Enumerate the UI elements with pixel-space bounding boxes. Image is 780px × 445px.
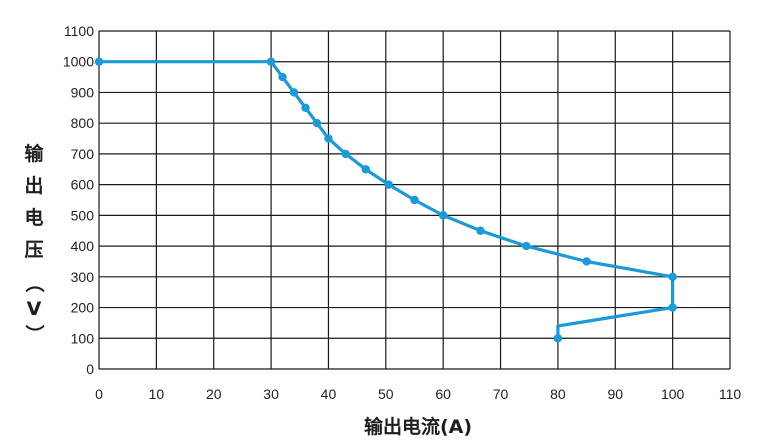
- y-axis-label-char: （: [23, 273, 46, 292]
- x-axis-ticks: 0 10 20 30 40 50 60 70 80 90 100 110: [95, 386, 741, 402]
- y-tick-label: 300: [71, 269, 95, 285]
- data-point: [410, 195, 419, 205]
- data-point: [553, 334, 563, 343]
- y-tick-label: 200: [71, 300, 95, 316]
- x-tick-label: 30: [263, 386, 279, 402]
- data-point: [384, 180, 393, 189]
- data-point: [668, 272, 677, 282]
- data-point: [324, 134, 333, 143]
- y-tick-label: 900: [71, 84, 95, 100]
- y-axis-label-char: ）: [23, 324, 46, 343]
- data-point: [476, 226, 485, 235]
- y-axis-label-char: 压: [24, 239, 43, 261]
- y-axis-label-char: V: [27, 298, 42, 320]
- y-tick-label: 800: [71, 115, 95, 131]
- data-point: [94, 57, 104, 66]
- x-axis-label: 输出电流(A): [364, 415, 472, 438]
- data-point: [438, 211, 448, 220]
- x-tick-label: 100: [661, 386, 685, 402]
- x-tick-label: 90: [607, 386, 623, 402]
- y-tick-label: 600: [71, 177, 95, 193]
- y-axis-label-char: 电: [24, 206, 43, 229]
- y-tick-label: 100: [71, 330, 95, 346]
- data-point: [522, 241, 531, 251]
- x-tick-label: 70: [493, 386, 509, 402]
- x-tick-label: 20: [206, 386, 222, 402]
- data-point: [361, 165, 370, 174]
- y-tick-label: 700: [71, 146, 95, 162]
- x-tick-label: 50: [378, 386, 394, 402]
- x-tick-label: 80: [550, 386, 566, 402]
- data-point: [668, 303, 677, 312]
- x-tick-label: 40: [321, 386, 337, 402]
- data-point: [312, 118, 322, 128]
- y-tick-label: 500: [71, 207, 95, 223]
- y-tick-label: 0: [86, 361, 94, 377]
- x-tick-label: 10: [149, 386, 165, 402]
- data-point: [582, 257, 591, 266]
- data-point: [341, 149, 350, 159]
- y-tick-label: 1000: [63, 54, 94, 70]
- y-axis-label-char: 输: [24, 142, 44, 165]
- x-tick-label: 60: [435, 386, 451, 402]
- data-point: [301, 103, 310, 113]
- y-axis-ticks: 0 100 200 300 400 500 600 700 800 900 1000 1100: [63, 23, 94, 377]
- y-axis-label-char: 出: [24, 174, 43, 197]
- y-tick-label: 400: [71, 238, 95, 254]
- x-tick-label: 0: [95, 386, 103, 402]
- grid: [98, 30, 731, 370]
- series-layer: [94, 57, 677, 343]
- data-point: [289, 88, 299, 97]
- x-tick-label: 110: [719, 386, 742, 402]
- data-point: [266, 57, 276, 66]
- y-tick-label: 1100: [64, 23, 94, 39]
- data-point: [278, 72, 287, 82]
